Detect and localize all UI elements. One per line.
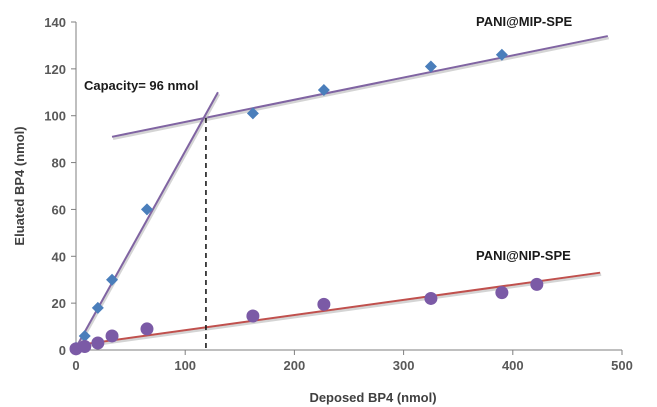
y-tick-label: 120 [44, 62, 66, 77]
nip-data-point [424, 291, 438, 305]
y-tick-label: 60 [52, 202, 66, 217]
mip-data-point [317, 83, 330, 96]
mip-data-point [246, 107, 259, 120]
nip-data-point [317, 297, 331, 311]
nip-data-point [91, 336, 105, 350]
nip-data-point [140, 322, 154, 336]
mip-data-point [106, 273, 119, 286]
nip-data-point [495, 286, 509, 300]
y-tick-label: 40 [52, 249, 66, 264]
x-tick-label: 400 [502, 358, 524, 373]
tick-labels: 0 100 200 300 400 500 0 20 40 60 80 100 120 140 [44, 15, 633, 373]
y-axis-title: Eluated BP4 (nmol) [12, 126, 27, 245]
nip-data-point [530, 277, 544, 291]
x-tick-label: 0 [72, 358, 79, 373]
mip-data-point [424, 60, 437, 73]
y-tick-label: 0 [59, 343, 66, 358]
fit-line-shadow [112, 36, 610, 141]
fit-line [75, 271, 601, 347]
mip-data-point [91, 301, 104, 314]
x-tick-label: 100 [174, 358, 196, 373]
fit-line [111, 35, 609, 138]
capacity-annotation: Capacity= 96 nmol [84, 78, 199, 93]
nip-data-point [246, 309, 260, 323]
mip-data-point [78, 329, 91, 342]
y-tick-label: 80 [52, 156, 66, 171]
y-tick-label: 20 [52, 296, 66, 311]
nip-data-point [105, 329, 119, 343]
x-tick-label: 200 [284, 358, 306, 373]
axes [71, 21, 623, 355]
fit-line-shadow [76, 273, 602, 349]
y-tick-label: 100 [44, 109, 66, 124]
x-tick-label: 300 [393, 358, 415, 373]
data-points [69, 48, 544, 356]
mip-data-point [495, 48, 508, 61]
x-tick-label: 500 [611, 358, 633, 373]
nip-data-point [78, 339, 92, 353]
nip-series-label: PANI@NIP-SPE [476, 248, 571, 263]
mip-series-label: PANI@MIP-SPE [476, 14, 573, 29]
mip-data-point [140, 203, 153, 216]
x-axis-title: Deposed BP4 (nmol) [309, 390, 436, 405]
y-tick-label: 140 [44, 15, 66, 30]
